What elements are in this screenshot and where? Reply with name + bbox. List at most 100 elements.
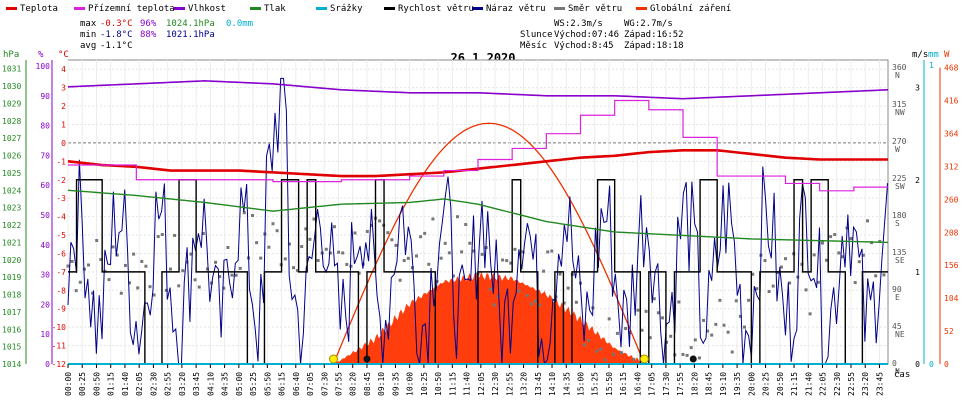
x-tick-label: 07:30 — [320, 372, 329, 396]
direction-point — [66, 264, 70, 268]
direction-point — [123, 264, 127, 268]
direction-point — [132, 252, 136, 256]
temperature-tick: -7 — [56, 268, 66, 277]
temperature-tick: -2 — [56, 176, 66, 185]
temperature-tick: -8 — [56, 286, 66, 295]
direction-point — [111, 245, 115, 249]
direction-point — [722, 323, 726, 327]
direction-point — [648, 336, 652, 340]
x-tick-label: 04:10 — [206, 372, 215, 396]
x-tick-label: 12:05 — [477, 372, 486, 396]
direction-tick: 45 — [892, 322, 902, 331]
humidity-tick: 40 — [40, 241, 50, 250]
humidity-tick: 20 — [40, 300, 50, 309]
x-tick-label: 16:15 — [619, 372, 628, 396]
direction-point — [365, 229, 369, 233]
stats-block: max -0.3°C 96% 1024.1hPa 0.0mm min -1.8°… — [80, 19, 253, 51]
direction-point — [464, 223, 468, 227]
pressure-tick: 1027 — [2, 134, 21, 143]
radiation-tick: 416 — [944, 97, 959, 106]
x-tick-label: 10:25 — [420, 372, 429, 396]
direction-point — [140, 259, 144, 263]
x-tick-label: 20:25 — [762, 372, 771, 396]
radiation-tick: 364 — [944, 129, 959, 138]
direction-point — [685, 353, 689, 357]
direction-point — [882, 273, 886, 277]
radiation-tick: 104 — [944, 294, 959, 303]
direction-point — [755, 287, 759, 291]
direction-point — [91, 291, 95, 295]
series — [67, 80, 889, 244]
y-axes: -12-11-10-9-8-7-6-5-4-3-2-10123410141015… — [2, 60, 959, 376]
direction-point — [833, 233, 837, 237]
direction-point — [193, 278, 197, 282]
direction-point — [128, 281, 131, 285]
x-tick-label: 14:35 — [562, 372, 571, 396]
direction-point — [394, 243, 398, 247]
x-tick-label: 01:40 — [121, 372, 130, 396]
direction-point — [87, 263, 90, 267]
direction-tick: 315 — [892, 100, 907, 109]
direction-point — [181, 269, 185, 273]
x-tick-label: 20:50 — [776, 372, 785, 396]
direction-tick: 0 — [892, 359, 897, 368]
pressure-tick: 1022 — [2, 221, 21, 230]
direction-point — [546, 250, 550, 254]
direction-point — [689, 346, 693, 350]
pressure-tick: 1028 — [2, 117, 21, 126]
x-tick-label: 11:40 — [463, 372, 472, 396]
sun-moon-markers — [328, 354, 697, 364]
pressure-tick: 1015 — [2, 343, 21, 352]
direction-point — [415, 254, 418, 258]
x-axis: 00:00 00:25 00:50 01:15 01:40 02:05 02:30 02:55… — [64, 363, 888, 396]
humidity-tick: 100 — [36, 62, 51, 71]
direction-point — [771, 284, 775, 288]
direction-point — [640, 328, 644, 332]
legend-label: Tlak — [264, 4, 286, 14]
x-tick-label: 20:00 — [747, 372, 756, 396]
precip-tick: 1 — [929, 61, 934, 70]
pressure-tick: 1024 — [2, 186, 21, 195]
direction-point — [566, 286, 570, 290]
direction-point — [669, 334, 673, 338]
stat-max-press: 1024.1hPa — [166, 19, 215, 29]
direction-point — [829, 235, 833, 239]
direction-point — [447, 251, 451, 255]
direction-point — [152, 293, 156, 297]
legend-swatch — [636, 7, 647, 10]
direction-point — [255, 241, 259, 245]
direction-point — [74, 289, 78, 293]
radiation-fill — [334, 271, 646, 364]
x-axis-label: čas — [894, 369, 910, 380]
direction-point — [468, 241, 472, 245]
direction-point — [702, 318, 705, 322]
x-tick-label: 10:50 — [434, 372, 443, 396]
x-tick-label: 17:05 — [648, 372, 657, 396]
humidity-tick: 50 — [40, 211, 50, 220]
direction-point — [148, 285, 152, 289]
x-tick-label: 11:15 — [448, 372, 457, 396]
direction-point — [443, 241, 447, 245]
direction-point — [730, 350, 734, 354]
moonset-marker — [689, 355, 697, 363]
direction-point — [242, 211, 246, 215]
direction-point — [677, 300, 681, 304]
x-tick-label: 21:40 — [804, 372, 813, 396]
x-tick-label: 13:20 — [520, 372, 529, 396]
direction-point — [431, 217, 435, 221]
direction-label: W — [895, 145, 900, 154]
x-tick-label: 21:15 — [790, 372, 799, 396]
radiation-tick: 468 — [944, 64, 959, 73]
sun-rise: Východ:07:46 — [554, 30, 619, 40]
direction-point — [878, 239, 882, 243]
direction-point — [390, 238, 394, 242]
direction-point — [706, 329, 710, 333]
direction-point — [160, 233, 164, 237]
x-tick-label: 05:00 — [235, 372, 244, 396]
direction-tick: 360 — [892, 63, 907, 72]
legend: Teplota Přízemní teplota Vlhkost Tlak Srážky… — [6, 4, 731, 14]
x-tick-label: 02:55 — [164, 372, 173, 396]
x-tick-label: 22:55 — [847, 372, 856, 396]
pressure-tick: 1019 — [2, 273, 21, 282]
